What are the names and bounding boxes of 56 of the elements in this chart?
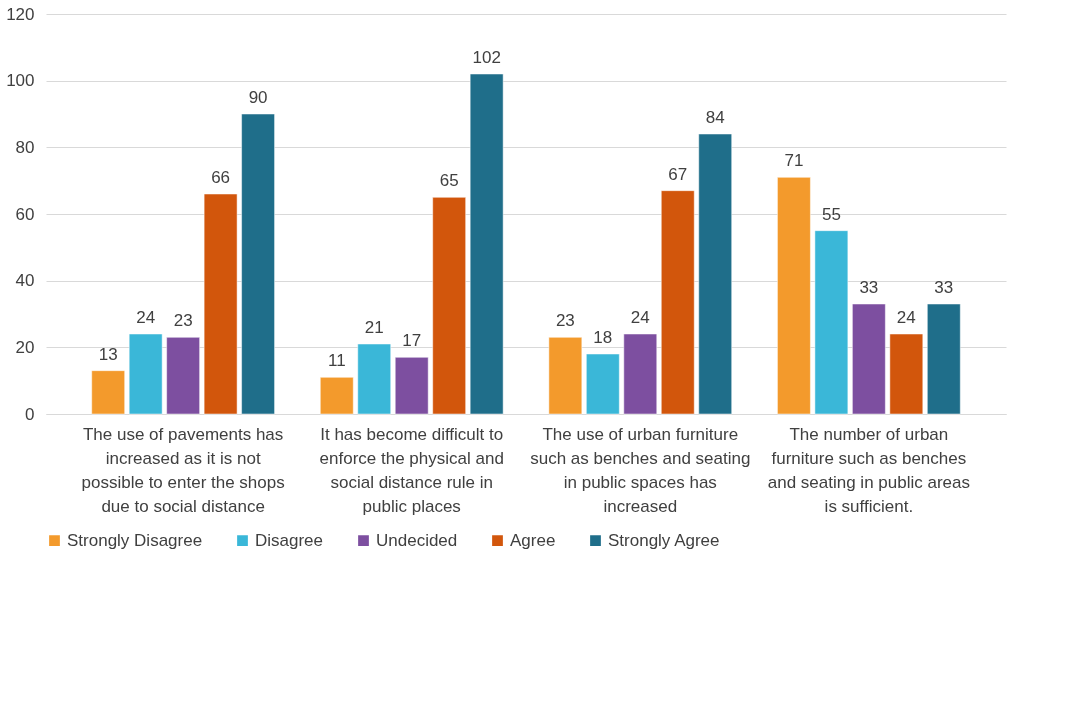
data-label: 21 (364, 318, 384, 337)
data-label: 24 (896, 308, 916, 327)
legend-label: Strongly Disagree (67, 530, 203, 550)
data-label: 33 (934, 278, 954, 297)
y-tick-label: 80 (15, 137, 35, 157)
data-label: 65 (439, 171, 459, 191)
data-label: 23 (173, 311, 193, 331)
data-label: 90 (248, 88, 268, 107)
bar (586, 353, 620, 415)
bar (91, 370, 125, 415)
bar (777, 177, 811, 415)
x-tick-label: The use of urban furniture such as benches and seating in public spaces has increased (530, 424, 751, 516)
data-label: 18 (593, 328, 613, 347)
data-label: 17 (402, 331, 422, 351)
x-tick-label: The use of pavements has increased as it is not possible to enter the shops due to social distance (81, 424, 285, 516)
bar (469, 73, 504, 415)
y-tick-label: 60 (15, 204, 35, 224)
bar (548, 337, 583, 415)
y-tick-label: 40 (15, 271, 35, 291)
bar (889, 333, 924, 415)
legend-label: Undecided (376, 530, 458, 550)
bar (852, 303, 886, 415)
data-label: 24 (136, 308, 156, 327)
data-label: 66 (211, 168, 231, 187)
bar (661, 190, 695, 415)
bar (128, 333, 163, 415)
data-label: 13 (98, 344, 118, 364)
legend-label: Agree (510, 530, 556, 550)
data-label: 11 (327, 351, 346, 371)
bar (623, 333, 658, 415)
data-label: 71 (784, 151, 804, 171)
y-tick-label: 100 (6, 71, 35, 91)
data-label: 84 (705, 108, 725, 127)
legend-label: Strongly Agree (608, 530, 720, 550)
bar (241, 113, 275, 415)
data-label: 24 (630, 308, 650, 327)
bar (203, 193, 238, 415)
bar (432, 197, 466, 415)
data-label: 102 (472, 48, 501, 67)
y-tick-label: 20 (15, 337, 35, 357)
legend-label: Disagree (255, 530, 324, 550)
y-tick-label: 0 (25, 404, 35, 424)
bar (698, 133, 732, 415)
data-label: 23 (555, 311, 575, 331)
bar (166, 337, 200, 415)
bar (357, 343, 391, 415)
data-label: 33 (859, 278, 879, 297)
bar (927, 303, 961, 415)
data-label: 67 (668, 164, 688, 184)
bar (394, 357, 429, 415)
x-tick-label: It has become difficult to enforce the physical and social distance rule in public places (319, 424, 504, 516)
bar (320, 377, 354, 415)
bar (814, 230, 849, 415)
y-tick-label: 120 (6, 4, 35, 24)
x-tick-label: The number of urban furniture such as benches and seating in public areas is sufficient. (767, 424, 970, 516)
data-label: 55 (821, 204, 841, 224)
